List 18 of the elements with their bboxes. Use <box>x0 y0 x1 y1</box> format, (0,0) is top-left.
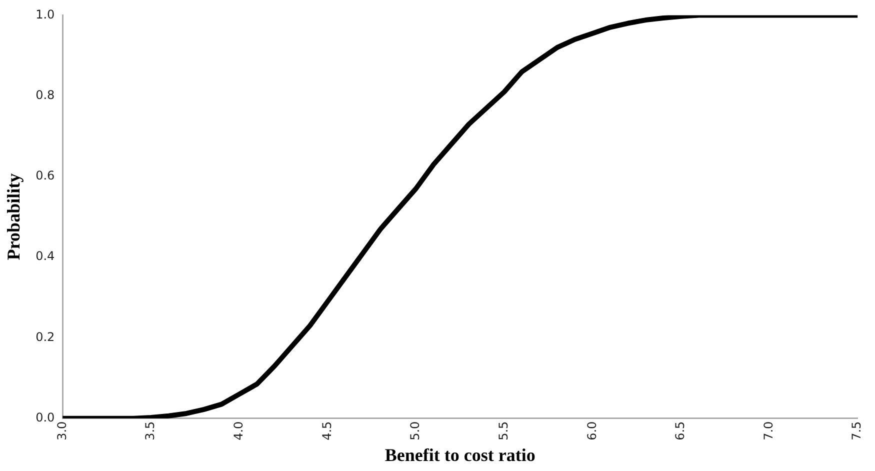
y-tick-label: 0.6 <box>36 168 55 183</box>
y-tick-label: 0.2 <box>36 330 55 344</box>
x-tick-label: 5.5 <box>496 421 510 440</box>
x-tick-label: 5.0 <box>408 421 422 440</box>
x-tick-label: 6.5 <box>673 421 688 440</box>
x-tick-label: 3.0 <box>54 421 69 440</box>
x-tick-label: 4.0 <box>231 421 246 440</box>
y-tick-label: 0.4 <box>36 249 55 264</box>
y-tick-label: 0.8 <box>36 88 55 102</box>
y-tick-label: 0.0 <box>36 410 55 424</box>
x-tick-label: 3.5 <box>143 421 158 440</box>
y-tick-label: 1.0 <box>36 7 55 22</box>
x-axis-title: Benefit to cost ratio <box>384 444 536 465</box>
x-tick-label: 4.5 <box>320 421 334 440</box>
y-axis-title: Probability <box>3 173 24 260</box>
x-tick-label: 7.0 <box>761 421 776 440</box>
x-tick-label: 7.5 <box>850 421 864 440</box>
x-tick-label: 6.0 <box>584 421 599 440</box>
